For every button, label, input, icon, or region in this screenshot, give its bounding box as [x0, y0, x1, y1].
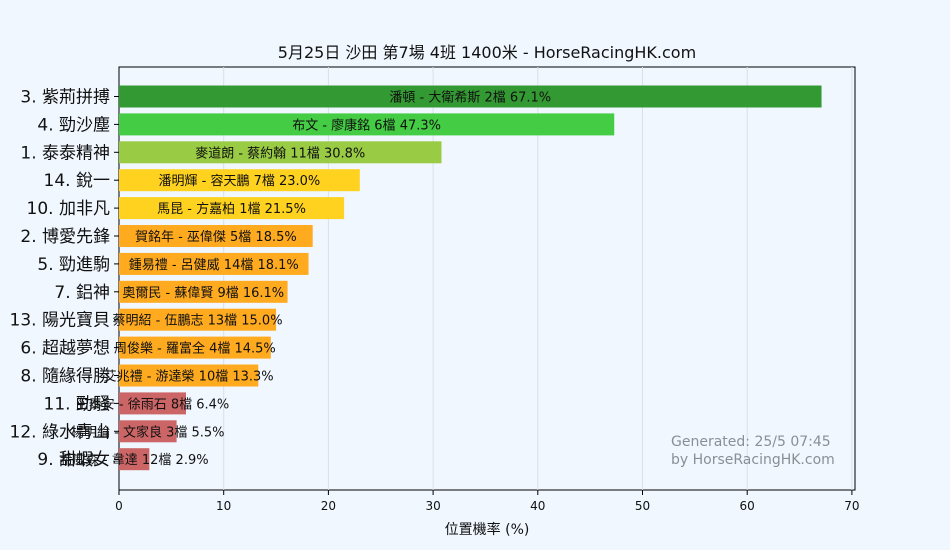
bar-label: 賀銘年 - 巫偉傑 5檔 18.5% — [135, 230, 297, 245]
y-tick-label: 5. 勁進駒 — [37, 255, 110, 275]
bar — [119, 225, 313, 247]
bar — [119, 252, 309, 275]
x-tick-label: 20 — [321, 499, 336, 513]
y-tick-label: 11. 勁騷 — [44, 394, 110, 414]
x-tick-label: 40 — [530, 499, 545, 513]
x-tick-label: 50 — [635, 499, 650, 513]
bar-label: 楊明綸 - 文家良 3檔 5.5% — [71, 424, 225, 440]
plot-area — [118, 66, 856, 491]
bar-label: 潘明輝 - 容天鵬 7檔 23.0% — [159, 173, 321, 189]
y-tick-label: 6. 超越夢想 — [20, 339, 110, 359]
bar — [119, 392, 187, 415]
bar — [119, 364, 259, 387]
watermark-site: by HorseRacingHK.com — [671, 452, 835, 468]
bar — [119, 336, 271, 359]
bar-label: 麥道朗 - 蔡約翰 11檔 30.8% — [195, 145, 365, 161]
bar-label: 潘頓 - 大衛希斯 2檔 67.1% — [389, 91, 551, 106]
y-tick-label: 3. 紫荊拼搏 — [20, 88, 110, 108]
grid-lines — [223, 67, 853, 490]
watermark-generated: Generated: 25/5 07:45 — [671, 434, 831, 450]
bar — [119, 113, 615, 136]
y-tick-label: 13. 陽光寶貝 — [10, 310, 110, 331]
chart-title: 5月25日 沙田 第7場 4班 1400米 - HorseRacingHK.co… — [278, 43, 696, 62]
bar — [119, 85, 822, 108]
y-tick-label: 1. 泰泰精神 — [20, 143, 110, 163]
x-tick-label: 0 — [115, 499, 123, 513]
x-axis-ticks: 0 10 20 30 40 50 60 70 — [115, 490, 860, 513]
y-tick-label: 14. 銳一 — [44, 171, 110, 191]
bar-label: 田泰安 - 徐雨石 8檔 6.4% — [76, 397, 230, 412]
x-tick-label: 60 — [740, 499, 755, 513]
y-tick-label: 12. 綠水青山 — [10, 422, 110, 442]
bar — [119, 448, 150, 471]
y-tick-label: 4. 勁沙塵 — [37, 115, 110, 135]
bar — [119, 280, 288, 303]
y-tick-label: 9. 甜蝦女 — [37, 450, 110, 470]
y-tick-label: 2. 博愛先鋒 — [20, 227, 110, 247]
bar — [119, 420, 177, 443]
bar-label: 希威森 - 韋達 12檔 2.9% — [60, 453, 209, 468]
x-tick-label: 70 — [844, 499, 859, 513]
y-axis-labels: 3. 紫荊拼搏 4. 勁沙塵 1. 泰泰精神 14. 銳一 10. 加非凡 2. 博愛先鋒… — [10, 88, 119, 470]
x-tick-label: 30 — [425, 499, 440, 513]
y-tick-label: 7. 鋁神 — [54, 283, 110, 303]
bar-label: 奧爾民 - 蘇偉賢 9檔 16.1% — [122, 286, 284, 301]
bar — [119, 197, 345, 220]
bar-labels: 潘頓 - 大衛希斯 2檔 67.1% 布文 - 廖康銘 6檔 47.3% 麥道朗 -… — [60, 91, 551, 469]
bar — [119, 169, 360, 192]
y-tick-label: 8. 隨緣得勝 — [20, 367, 110, 387]
y-tick-label: 10. 加非凡 — [27, 199, 110, 219]
bar-label: 周俊樂 - 羅富全 4檔 14.5% — [114, 341, 276, 357]
bar-label: 馬昆 - 方嘉柏 1檔 21.5% — [157, 201, 306, 217]
bars — [119, 85, 822, 471]
bar-label: 蔡明紹 - 伍鵬志 13檔 15.0% — [112, 314, 282, 329]
bar-label: 鍾易禮 - 呂健威 14檔 18.1% — [129, 258, 299, 273]
x-axis-label: 位置機率 (%) — [445, 521, 530, 538]
x-tick-label: 10 — [216, 499, 231, 513]
bar-label: 布文 - 廖康銘 6檔 47.3% — [292, 117, 441, 133]
bar — [119, 308, 277, 331]
bar-label: 艾兆禮 - 游達榮 10檔 13.3% — [104, 370, 274, 385]
bar — [119, 141, 442, 164]
